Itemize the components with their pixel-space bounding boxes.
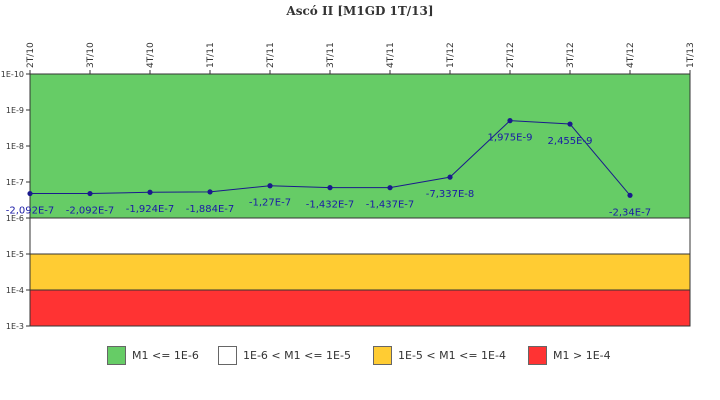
data-point bbox=[87, 190, 93, 197]
chart-title: Ascó II [M1GD 1T/13] bbox=[285, 4, 433, 18]
x-tick-label: 1T/12 bbox=[446, 42, 456, 68]
threshold-bands bbox=[30, 74, 690, 326]
data-point bbox=[327, 185, 333, 191]
data-point bbox=[207, 189, 213, 195]
data-label: -2,34E-7 bbox=[609, 207, 651, 218]
data-point bbox=[567, 121, 573, 127]
data-point bbox=[27, 190, 33, 197]
data-label: -1,924E-7 bbox=[126, 204, 175, 215]
legend-item: M1 > 1E-4 bbox=[528, 344, 611, 366]
data-point bbox=[627, 192, 633, 198]
data-label: -2,092E-7 bbox=[6, 206, 55, 217]
data-labels: -2,092E-7 -2,092E-7 -1,924E-7 -1,884E-7 -1,2… bbox=[6, 133, 651, 219]
y-tick-label: 1E-6 bbox=[6, 214, 24, 223]
y-tick-label: 1E-7 bbox=[6, 178, 24, 187]
band-0 bbox=[30, 74, 690, 218]
band-2 bbox=[30, 254, 690, 290]
x-tick-label: 4T/10 bbox=[146, 42, 156, 68]
x-tick-label: 4T/11 bbox=[386, 42, 396, 68]
x-tick-label: 2T/10 bbox=[26, 42, 36, 68]
plot-border bbox=[29, 73, 691, 327]
legend-item: M1 <= 1E-6 bbox=[107, 344, 199, 366]
data-label: -2,092E-7 bbox=[66, 206, 115, 217]
y-axis: 1E-10 1E-9 1E-8 1E-7 1E-6 1E-5 1E-4 1E-3 bbox=[1, 70, 30, 331]
legend-swatch bbox=[373, 345, 392, 365]
x-axis: 2T/10 3T/10 4T/10 1T/11 2T/11 3T/11 4T/11 1T/12… bbox=[26, 42, 696, 74]
band-3 bbox=[30, 290, 690, 326]
x-tick-label: 3T/10 bbox=[86, 42, 96, 68]
legend-item: 1E-6 < M1 <= 1E-5 bbox=[218, 344, 351, 366]
x-tick-label: 3T/11 bbox=[326, 42, 336, 68]
y-tick-label: 1E-8 bbox=[6, 142, 24, 151]
legend-label: M1 > 1E-4 bbox=[553, 348, 611, 362]
x-tick-label: 2T/11 bbox=[266, 42, 276, 68]
x-tick-label: 4T/12 bbox=[626, 42, 636, 68]
y-tick-label: 1E-5 bbox=[6, 250, 24, 259]
y-tick-label: 1E-3 bbox=[6, 322, 24, 331]
data-point bbox=[507, 118, 513, 124]
y-tick-label: 1E-4 bbox=[6, 286, 24, 295]
data-point bbox=[387, 185, 393, 191]
data-point bbox=[447, 174, 453, 180]
x-tick-label: 3T/12 bbox=[566, 42, 576, 68]
x-tick-label: 2T/12 bbox=[506, 42, 516, 68]
data-point bbox=[147, 189, 153, 195]
data-label: 2,455E-9 bbox=[548, 136, 593, 147]
legend: M1 <= 1E-6 1E-6 < M1 <= 1E-5 1E-5 < M1 <= … bbox=[0, 344, 720, 368]
x-tick-label: 1T/13 bbox=[686, 42, 696, 68]
data-label: -1,884E-7 bbox=[186, 204, 235, 215]
y-tick-label: 1E-9 bbox=[6, 106, 24, 115]
legend-swatch bbox=[528, 345, 547, 365]
series-line bbox=[27, 118, 633, 198]
legend-label: 1E-5 < M1 <= 1E-4 bbox=[398, 348, 506, 362]
data-label: -1,437E-7 bbox=[366, 200, 415, 211]
data-label: -1,27E-7 bbox=[249, 198, 291, 209]
data-label: -7,337E-8 bbox=[426, 189, 475, 200]
legend-label: M1 <= 1E-6 bbox=[132, 348, 199, 362]
y-tick-label: 1E-10 bbox=[1, 70, 24, 79]
legend-swatch bbox=[218, 345, 237, 365]
x-tick-label: 1T/11 bbox=[206, 42, 216, 68]
plot-frame bbox=[29, 73, 691, 327]
data-label: -1,432E-7 bbox=[306, 200, 355, 211]
data-point bbox=[267, 183, 273, 189]
legend-swatch bbox=[107, 345, 126, 365]
band-1 bbox=[30, 218, 690, 254]
legend-label: 1E-6 < M1 <= 1E-5 bbox=[243, 348, 351, 362]
legend-item: 1E-5 < M1 <= 1E-4 bbox=[373, 344, 506, 366]
data-label: 1,975E-9 bbox=[488, 133, 533, 144]
